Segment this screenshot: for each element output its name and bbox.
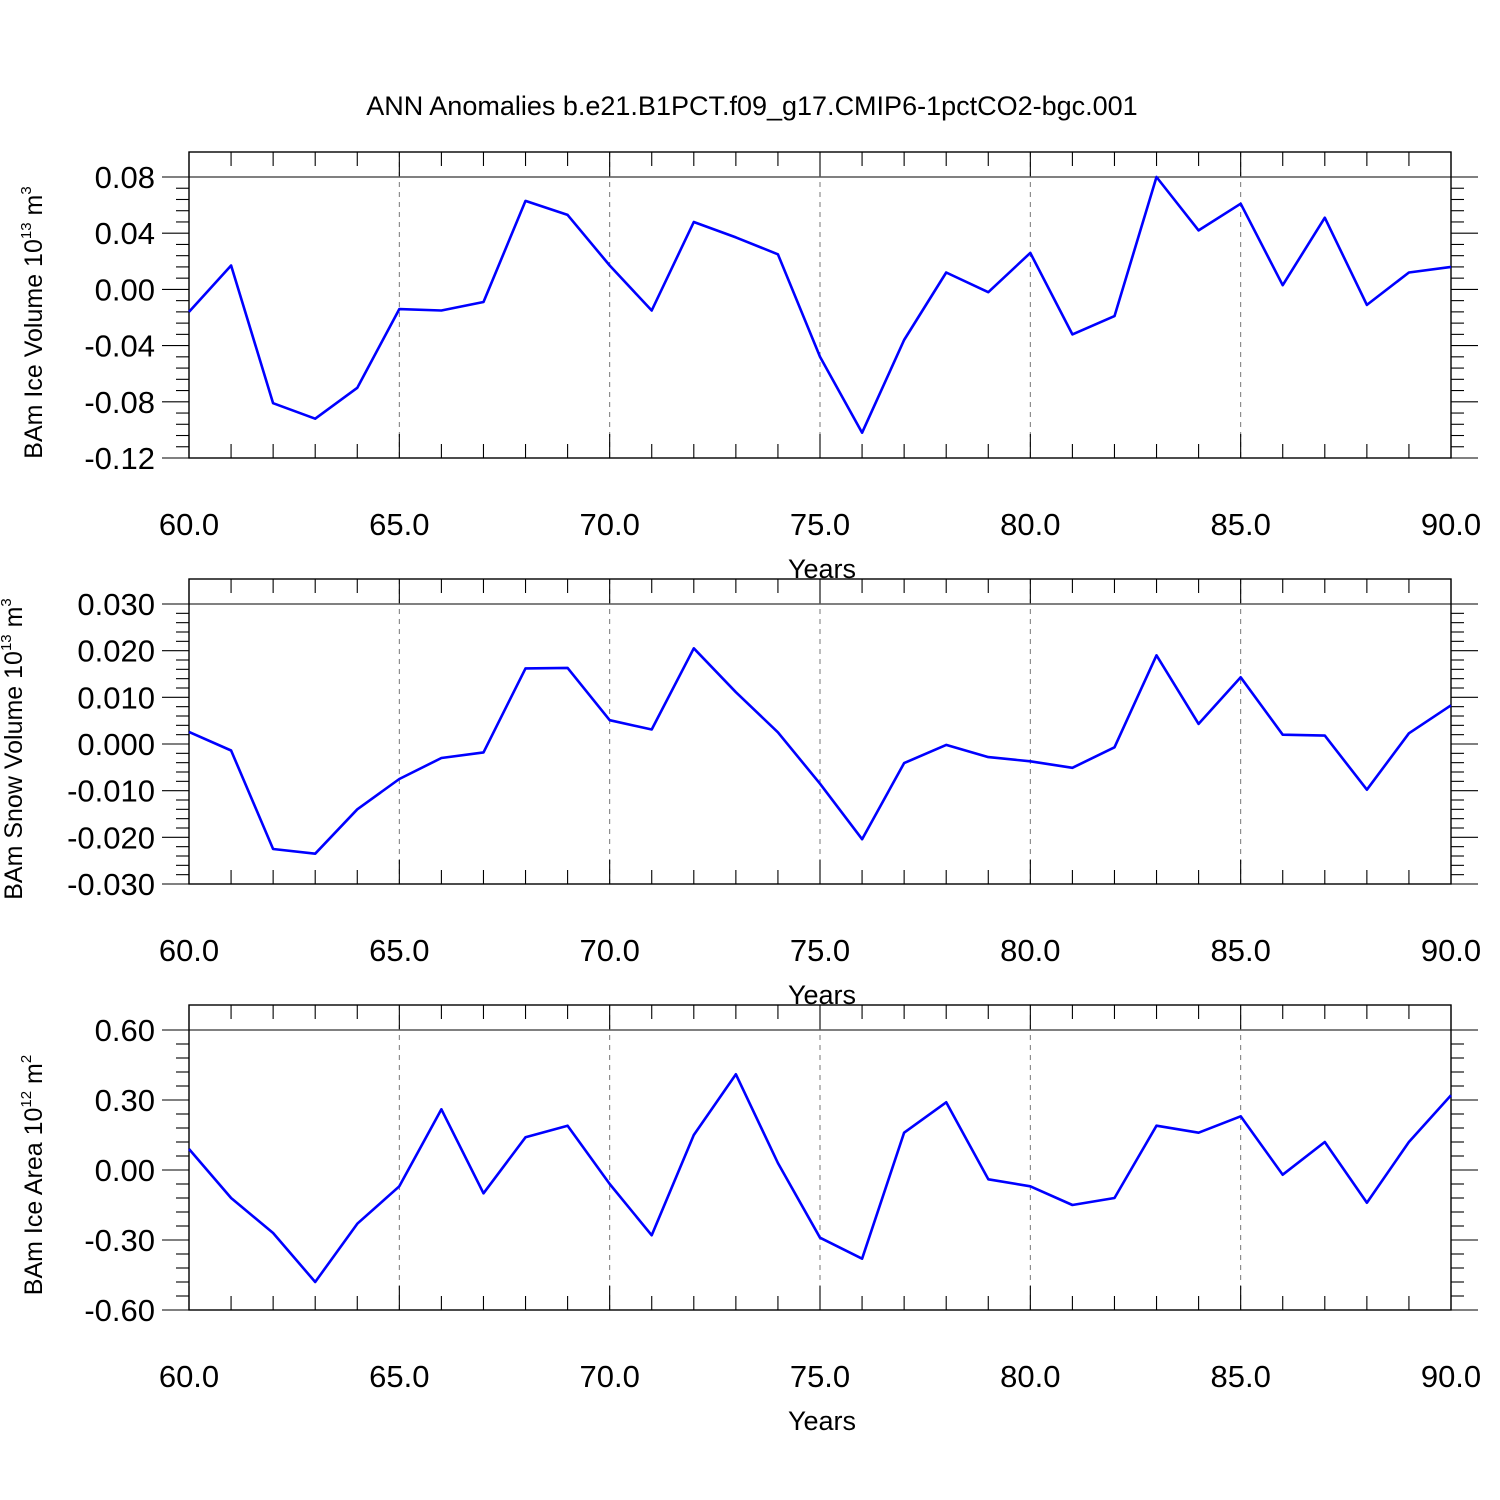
- y-axis-label: BAm Snow Volume 1013 m3: [0, 598, 28, 900]
- y-axis-label-unit: m: [20, 1063, 48, 1091]
- x-tick-label: 80.0: [1000, 933, 1060, 968]
- y-tick-label: 0.08: [95, 160, 155, 195]
- panel-2: 0.030 0.020 0.010 0.000 -0.010 -0.020 -0.03060…: [0, 578, 1481, 1010]
- y-tick-label: 0.30: [95, 1083, 155, 1118]
- series-line: [188, 1073, 1452, 1284]
- y-tick-label: -0.030: [67, 867, 155, 902]
- x-tick-label: 60.0: [159, 933, 219, 968]
- y-tick-label: 0.00: [95, 1153, 155, 1188]
- y-axis-label-text: BAm Ice Area 10: [20, 1108, 48, 1296]
- x-tick-label: 85.0: [1210, 507, 1270, 542]
- figure-title: ANN Anomalies b.e21.B1PCT.f09_g17.CMIP6-…: [366, 91, 1137, 121]
- y-tick-label: 0.020: [77, 634, 155, 669]
- y-axis-label-unit-exponent: 3: [0, 598, 15, 606]
- y-axis-label-unit: m: [0, 607, 28, 635]
- y-tick-label: 0.00: [95, 272, 155, 307]
- x-tick-label: 75.0: [790, 507, 850, 542]
- y-axis-label-text: BAm Ice Volume 10: [20, 239, 48, 459]
- x-tick-label: 70.0: [579, 1359, 639, 1394]
- y-axis-label-unit-exponent: 3: [18, 186, 35, 194]
- y-axis-label-exponent: 12: [18, 1091, 35, 1108]
- y-tick-label: 0.60: [95, 1013, 155, 1048]
- y-tick-label: -0.020: [67, 820, 155, 855]
- x-tick-label: 75.0: [790, 933, 850, 968]
- x-tick-label: 75.0: [790, 1359, 850, 1394]
- y-axis-label: BAm Ice Volume 1013 m3: [18, 186, 48, 458]
- y-tick-label: 0.010: [77, 680, 155, 715]
- y-axis-label-exponent: 13: [18, 222, 35, 239]
- x-tick-label: 65.0: [369, 507, 429, 542]
- y-tick-label: -0.04: [84, 329, 155, 364]
- y-tick-label: 0.030: [77, 587, 155, 622]
- series-line: [188, 646, 1452, 856]
- x-tick-label: 70.0: [579, 933, 639, 968]
- x-tick-label: 80.0: [1000, 1359, 1060, 1394]
- y-axis-label-text: BAm Snow Volume 10: [0, 651, 28, 900]
- x-tick-label: 80.0: [1000, 507, 1060, 542]
- y-axis-label: BAm Ice Area 1012 m2: [18, 1055, 48, 1295]
- x-tick-label: 65.0: [369, 1359, 429, 1394]
- x-tick-label: 90.0: [1421, 933, 1481, 968]
- x-tick-label: 85.0: [1210, 933, 1270, 968]
- y-tick-label: -0.30: [84, 1223, 155, 1258]
- y-tick-label: -0.08: [84, 385, 155, 420]
- y-axis-label-exponent: 13: [0, 634, 15, 651]
- y-tick-label: -0.010: [67, 774, 155, 809]
- x-tick-label: 90.0: [1421, 507, 1481, 542]
- y-tick-label: 0.000: [77, 727, 155, 762]
- x-tick-label: 60.0: [159, 1359, 219, 1394]
- x-tick-label: 65.0: [369, 933, 429, 968]
- y-axis-label-unit: m: [20, 195, 48, 223]
- y-tick-label: -0.12: [84, 441, 155, 476]
- y-tick-label: -0.60: [84, 1293, 155, 1328]
- y-axis-label-unit-exponent: 2: [18, 1055, 35, 1063]
- x-tick-label: 90.0: [1421, 1359, 1481, 1394]
- x-tick-label: 60.0: [159, 507, 219, 542]
- x-tick-label: 85.0: [1210, 1359, 1270, 1394]
- x-tick-label: 70.0: [579, 507, 639, 542]
- y-tick-label: 0.04: [95, 216, 155, 251]
- x-axis-label: Years: [788, 1406, 856, 1436]
- series-line: [188, 175, 1452, 435]
